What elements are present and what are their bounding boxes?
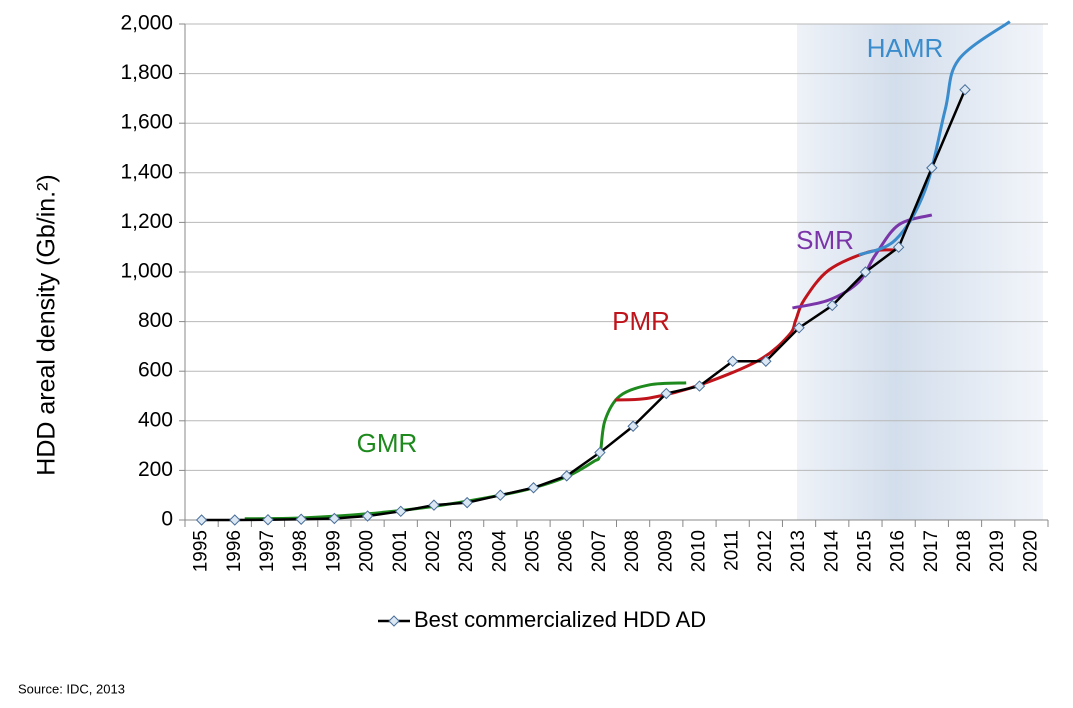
x-tick-label: 2014	[821, 530, 842, 573]
x-tick-label: 2020	[1020, 530, 1041, 572]
data-point	[395, 505, 407, 518]
y-axis-label: HDD areal density (Gb/in.²)	[33, 174, 61, 475]
x-tick-label: 2015	[854, 530, 875, 572]
curve-label: HAMR	[867, 33, 944, 63]
x-tick-label: 2005	[523, 530, 544, 572]
data-point	[328, 512, 341, 525]
curve-label: SMR	[796, 225, 854, 255]
x-tick-label: 2002	[423, 530, 444, 572]
x-tick-label: 2003	[456, 530, 477, 572]
x-tick-label: 2018	[954, 530, 975, 572]
data-point	[859, 266, 872, 278]
y-tick-label: 2,000	[120, 12, 173, 35]
data-point	[494, 489, 507, 501]
data-point	[229, 514, 241, 526]
data-point	[428, 499, 440, 511]
curve-label: GMR	[357, 428, 418, 458]
x-tick-label: 1995	[191, 530, 212, 572]
y-tick-label: 1,000	[120, 260, 173, 283]
data-point	[892, 241, 905, 253]
legend-marker	[388, 615, 400, 627]
data-point	[262, 514, 274, 526]
y-tick-label: 400	[138, 408, 173, 431]
x-tick-label: 2016	[888, 530, 909, 572]
x-tick-label: 1996	[224, 530, 245, 572]
x-tick-label: 2011	[722, 530, 743, 571]
curve-label: PMR	[612, 306, 670, 336]
y-tick-label: 200	[138, 458, 173, 481]
data-point	[959, 84, 971, 96]
data-point	[760, 355, 772, 367]
data-point	[627, 420, 639, 432]
x-tick-label: 2017	[921, 530, 942, 572]
y-tick-label: 800	[138, 309, 173, 332]
x-tick-label: 1999	[323, 530, 344, 572]
technology-curve	[858, 20, 1011, 257]
y-tick-label: 1,400	[120, 160, 173, 183]
x-tick-label: 2004	[489, 530, 510, 573]
x-tick-label: 2006	[556, 530, 577, 572]
data-point	[361, 510, 374, 522]
y-tick-label: 1,600	[120, 111, 173, 134]
data-point	[926, 162, 938, 174]
x-tick-label: 1998	[290, 530, 311, 572]
x-tick-label: 2008	[622, 530, 643, 572]
y-tick-label: 1,200	[120, 210, 173, 233]
x-tick-label: 2007	[589, 530, 610, 572]
data-point	[660, 387, 672, 400]
data-point	[527, 482, 540, 494]
data-point	[561, 470, 573, 482]
data-point	[594, 446, 606, 459]
data-point	[726, 355, 739, 367]
y-tick-label: 0	[161, 508, 173, 531]
legend-label: Best commercialized HDD AD	[414, 607, 706, 632]
data-point	[195, 514, 208, 526]
source: Source: IDC, 2013	[18, 681, 125, 696]
data-point	[826, 299, 838, 312]
data-point	[295, 513, 307, 525]
x-tick-label: 2009	[655, 530, 676, 572]
y-tick-label: 1,800	[120, 61, 173, 84]
data-point	[461, 496, 473, 509]
x-tick-label: 2012	[755, 530, 776, 572]
x-tick-label: 2013	[788, 530, 809, 572]
technology-curve	[244, 381, 687, 521]
x-tick-label: 1997	[257, 530, 278, 572]
x-tick-label: 2019	[987, 530, 1008, 572]
data-point	[693, 380, 706, 392]
x-tick-label: 2000	[357, 530, 378, 572]
x-tick-label: 2001	[390, 530, 411, 572]
x-tick-label: 2010	[688, 530, 709, 572]
data-point	[793, 322, 805, 334]
y-tick-label: 600	[138, 359, 173, 382]
